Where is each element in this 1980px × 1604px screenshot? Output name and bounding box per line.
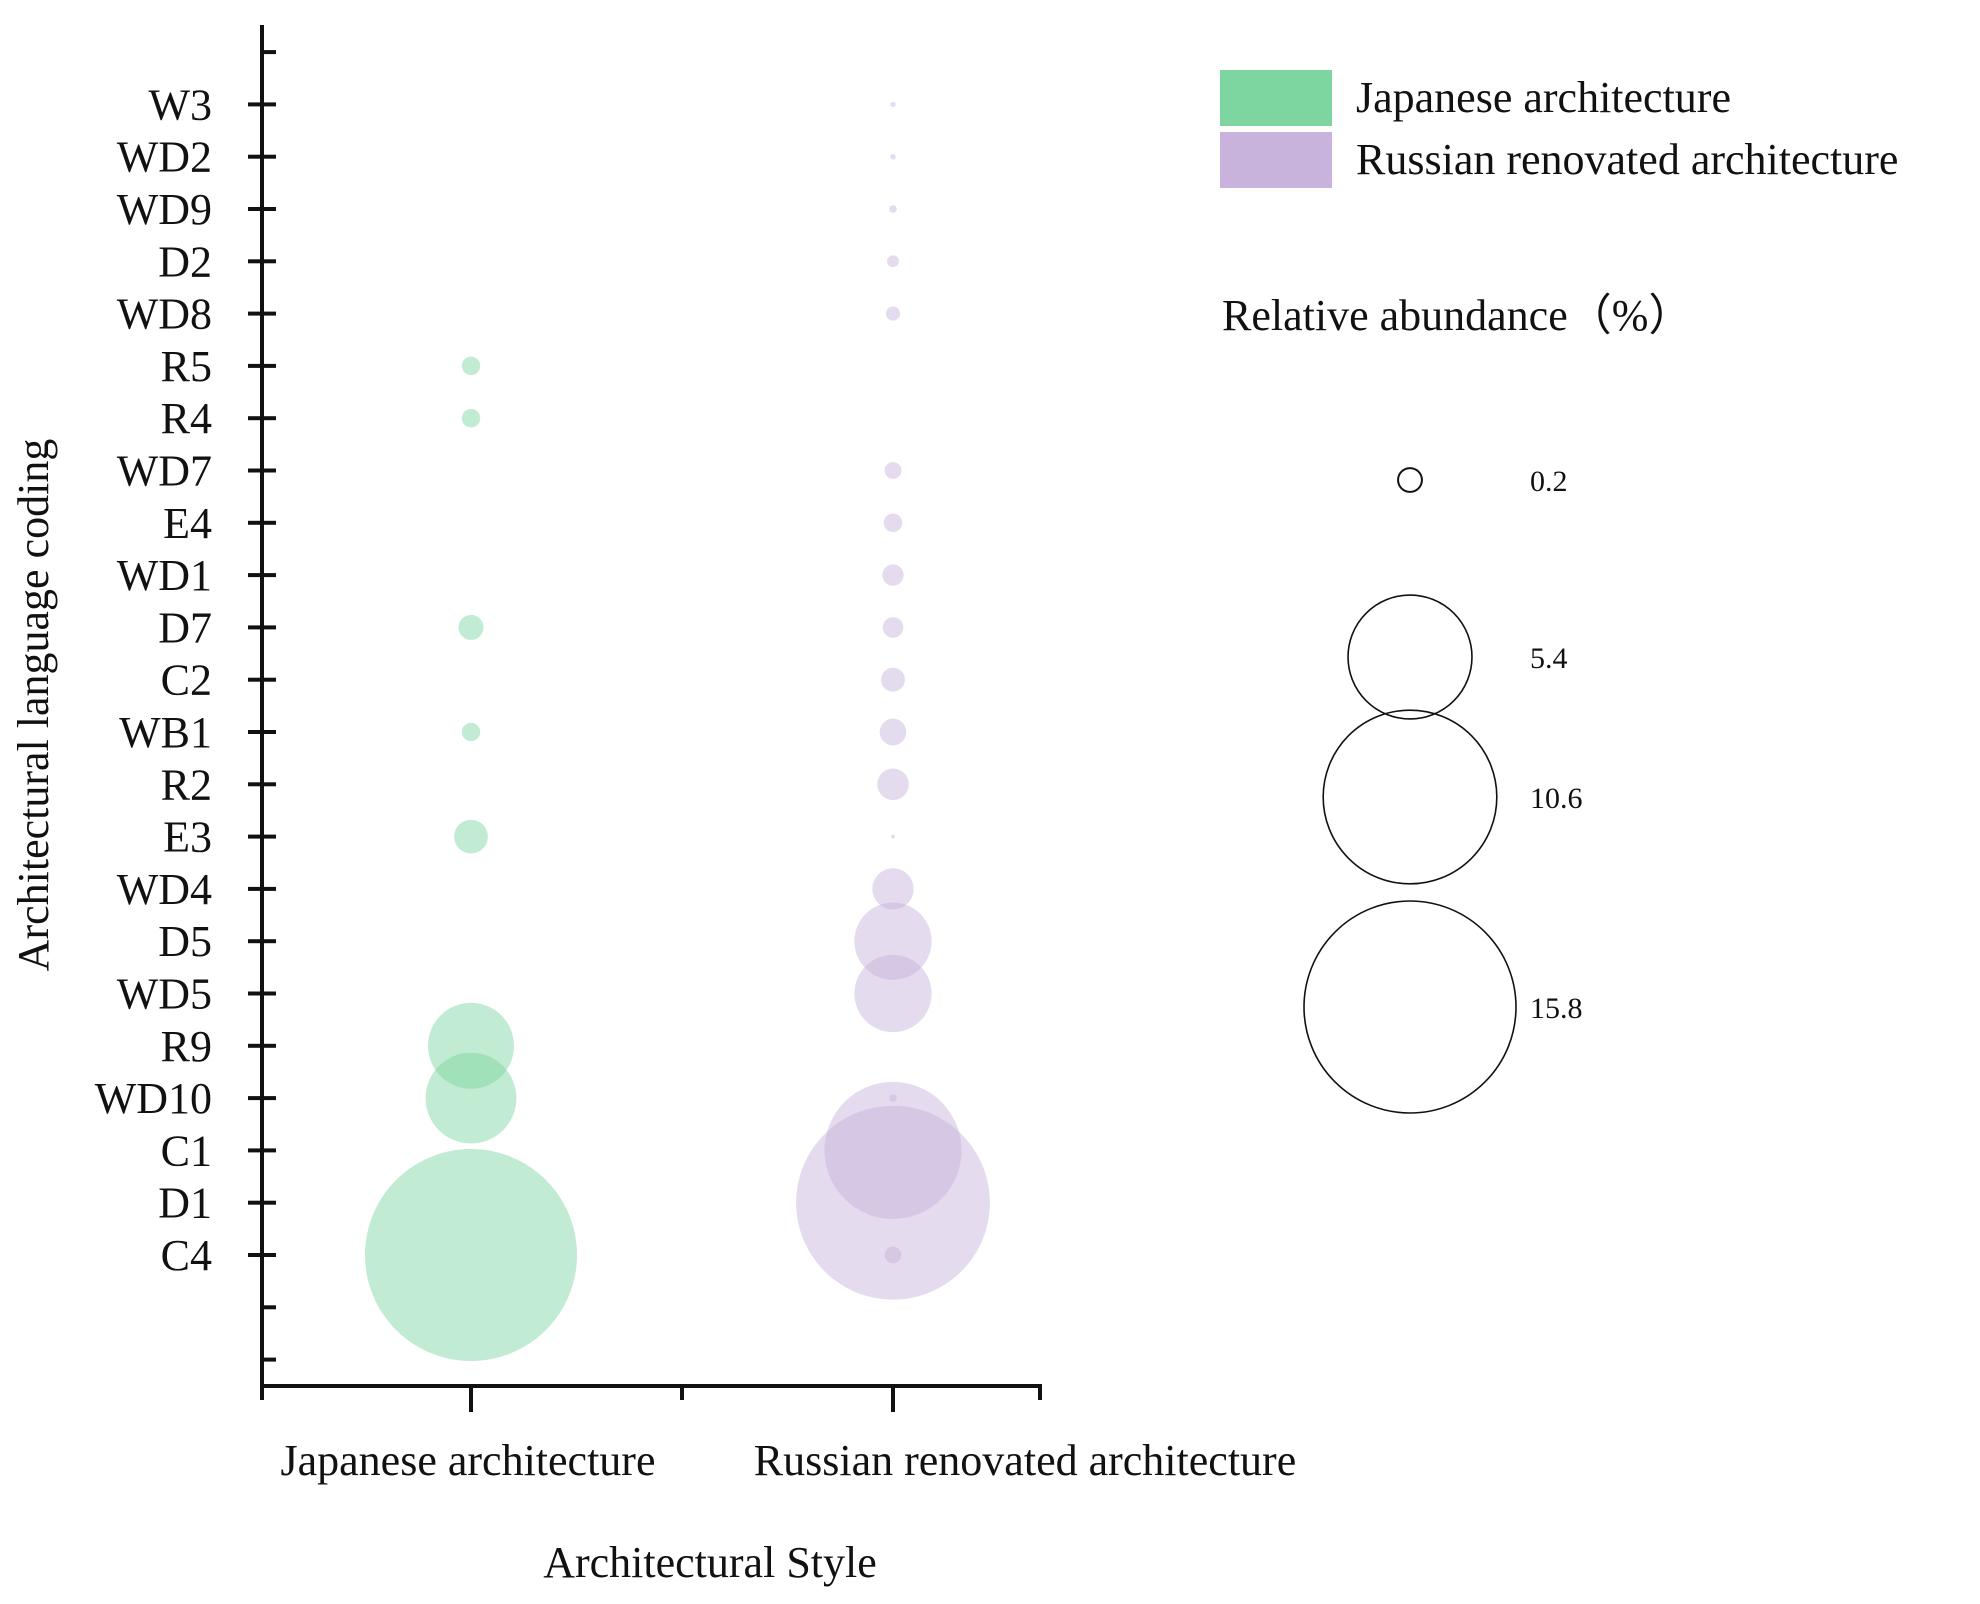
y-tick-label: WD9 — [117, 185, 212, 234]
y-tick-label: D7 — [158, 603, 212, 652]
y-tick-label: WD1 — [117, 551, 212, 600]
bubble-E3 — [454, 819, 488, 854]
y-tick-label: C2 — [161, 656, 212, 705]
y-tick-label: R4 — [161, 394, 212, 443]
size-legend-circle — [1347, 594, 1473, 720]
bubble-E3 — [891, 834, 895, 839]
y-tick-label: R5 — [161, 342, 212, 391]
bubble-D2 — [887, 255, 899, 268]
y-tick-label: C4 — [161, 1231, 212, 1280]
size-legend-circles: 0.2 5.4 10.6 15.8 — [1303, 465, 1583, 1114]
y-tick-label: R9 — [161, 1022, 212, 1071]
y-tick-label: WD8 — [117, 290, 212, 339]
y-tick-label: W3 — [148, 80, 212, 129]
bubble-WB1 — [461, 722, 481, 742]
y-tick-label: D1 — [158, 1179, 212, 1228]
x-tick-label: Russian renovated architecture — [754, 1436, 1296, 1485]
bubble-D7 — [882, 617, 904, 638]
bubble-layer — [365, 101, 990, 1361]
y-tick-label: WD5 — [117, 970, 212, 1019]
x-axis-tick-labels: Japanese architecture Russian renovated a… — [281, 1436, 1297, 1485]
y-tick-label: WD4 — [117, 865, 212, 914]
y-tick-label: C1 — [161, 1126, 212, 1175]
size-legend-circle — [1303, 900, 1517, 1114]
y-tick-label: WB1 — [119, 708, 212, 757]
bubble-WD8 — [885, 306, 901, 321]
bubble-series-russian — [796, 101, 990, 1300]
size-legend-label: 0.2 — [1530, 465, 1568, 498]
bubble-R2 — [877, 768, 909, 801]
bubble-C1 — [824, 1081, 962, 1219]
size-legend: Relative abundance（%） 0.2 5.4 10.6 15.8 — [1222, 291, 1692, 1114]
bubble-WD4 — [872, 868, 914, 910]
bubble-C2 — [881, 667, 905, 692]
bubble-E4 — [883, 513, 903, 533]
legend-label-japanese: Japanese architecture — [1356, 73, 1731, 122]
bubble-WD10 — [425, 1052, 517, 1144]
y-axis-tick-labels: C4D1C1WD10R9WD5D5WD4E3R2WB1C2D7WD1E4WD7R… — [95, 80, 212, 1280]
bubble-WD1 — [882, 564, 904, 586]
legend-swatch-russian — [1220, 132, 1332, 188]
bubble-WD9 — [889, 205, 897, 213]
size-legend-label: 5.4 — [1530, 642, 1568, 675]
bubble-R5 — [461, 356, 481, 376]
x-axis-ticks — [260, 1386, 1042, 1412]
bubble-WB1 — [879, 718, 907, 746]
size-legend-label: 10.6 — [1530, 782, 1583, 815]
bubble-WD2 — [890, 154, 896, 160]
legend-label-russian: Russian renovated architecture — [1356, 135, 1898, 184]
y-tick-label: WD7 — [117, 447, 212, 496]
x-axis-title: Architectural Style — [543, 1538, 877, 1587]
bubble-R4 — [461, 408, 481, 428]
y-tick-label: E3 — [163, 813, 212, 862]
y-tick-label: WD2 — [117, 133, 212, 182]
y-tick-label: D5 — [158, 917, 212, 966]
size-legend-circle — [1397, 467, 1423, 493]
legend: Japanese architecture Russian renovated … — [1220, 70, 1898, 188]
y-axis-ticks — [248, 50, 276, 1362]
bubble-WD5 — [854, 954, 932, 1033]
y-tick-label: E4 — [163, 499, 212, 548]
size-legend-circle — [1322, 709, 1498, 885]
bubble-C4 — [365, 1149, 577, 1361]
legend-swatch-japanese — [1220, 70, 1332, 126]
bubble-W3 — [890, 101, 896, 108]
y-tick-label: D2 — [158, 237, 212, 286]
size-legend-title: Relative abundance（%） — [1222, 291, 1692, 340]
bubble-WD7 — [884, 462, 902, 479]
x-tick-label: Japanese architecture — [281, 1436, 656, 1485]
y-tick-label: WD10 — [95, 1074, 212, 1123]
bubble-D7 — [458, 614, 484, 640]
bubble-C4 — [884, 1246, 902, 1264]
y-tick-label: R2 — [161, 760, 212, 809]
bubble-D5 — [854, 902, 932, 980]
bubble-R9 — [428, 1002, 514, 1089]
bubble-D1 — [796, 1105, 990, 1300]
size-legend-label: 15.8 — [1530, 992, 1583, 1025]
bubble-series-japanese — [365, 356, 577, 1361]
bubble-WD10 — [889, 1094, 897, 1102]
y-axis-title: Architectural language coding — [9, 439, 58, 972]
